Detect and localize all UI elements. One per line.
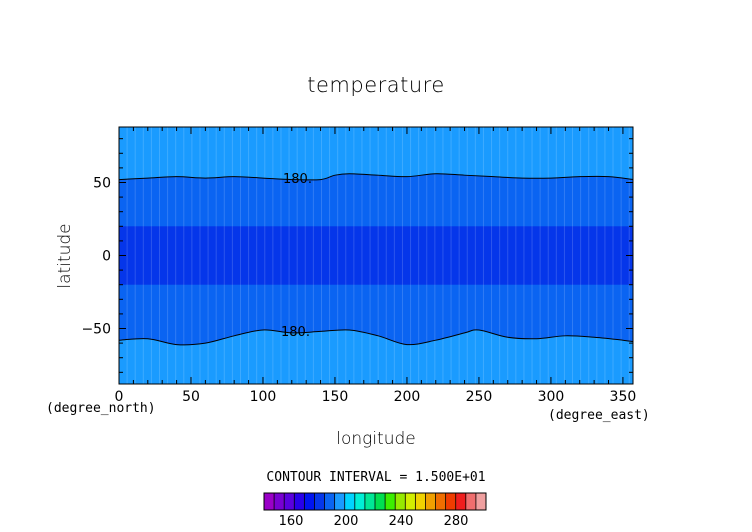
colorbar-swatch xyxy=(395,493,406,510)
x-unit-label: (degree_east) xyxy=(548,408,650,423)
colorbar-swatch xyxy=(385,493,396,510)
colorbar-tick-label: 280 xyxy=(444,514,469,529)
colorbar-swatch xyxy=(304,493,315,510)
colorbar-swatch xyxy=(415,493,426,510)
x-axis-label: longitude xyxy=(336,429,416,449)
y-axis-ticks: −50 0 50 xyxy=(81,138,633,373)
x-tick-label: 100 xyxy=(250,389,277,405)
colorbar-swatch xyxy=(405,493,416,510)
colorbar-swatch xyxy=(334,493,346,510)
colorbar-swatch xyxy=(375,493,386,510)
colorbar-swatch xyxy=(314,493,325,510)
plot-area xyxy=(119,127,633,384)
colorbar-swatch xyxy=(455,493,467,510)
colorbar-tick-label: 200 xyxy=(334,514,359,529)
colorbar-swatch xyxy=(465,493,477,510)
colorbar-swatch xyxy=(324,493,335,510)
y-tick-label: 50 xyxy=(93,175,111,191)
south-contour-line xyxy=(118,329,634,346)
x-tick-label: 150 xyxy=(322,389,349,405)
band-equatorial xyxy=(119,226,633,285)
colorbar-swatch xyxy=(284,493,295,510)
colorbar-ticks: 160 200 240 280 xyxy=(279,514,469,529)
band-north-cap xyxy=(119,127,633,180)
contour-lines xyxy=(118,173,634,346)
x-tick-label: 350 xyxy=(610,389,637,405)
x-tick-label: 250 xyxy=(466,389,493,405)
colorbar-swatch xyxy=(435,493,446,510)
colorbar-frame xyxy=(263,492,487,511)
colorbar-swatch xyxy=(344,493,356,510)
colorbar-swatch xyxy=(294,493,305,510)
x-axis-ticks: 0 50 100 150 200 250 300 350 xyxy=(115,127,637,405)
x-tick-label: 0 xyxy=(115,389,124,405)
x-tick-label: 50 xyxy=(182,389,200,405)
x-tick-label: 300 xyxy=(538,389,565,405)
colorbar-swatch xyxy=(354,493,366,510)
colorbar-swatch xyxy=(274,493,285,510)
colorbar-swatch xyxy=(364,493,376,510)
y-unit-label: (degree_north) xyxy=(46,401,156,416)
band-south-cap xyxy=(119,329,633,384)
longitude-gridlines xyxy=(118,127,630,384)
colorbar-tick-label: 240 xyxy=(389,514,414,529)
y-tick-label: 0 xyxy=(102,249,111,265)
colorbar-swatch xyxy=(475,493,487,510)
colorbar-swatch xyxy=(264,493,275,510)
colorbar-swatch xyxy=(445,493,457,510)
chart-title: temperature xyxy=(307,73,445,97)
contour-interval-label: CONTOUR INTERVAL = 1.500E+01 xyxy=(266,470,485,485)
north-contour-label: 180. xyxy=(283,172,312,187)
x-tick-label: 200 xyxy=(394,389,421,405)
south-contour-label: 180. xyxy=(281,325,310,340)
colorbar-swatch xyxy=(425,493,436,510)
y-axis-label: latitude xyxy=(55,223,75,288)
north-contour-line xyxy=(118,173,634,181)
colorbar xyxy=(263,492,487,511)
y-tick-label: −50 xyxy=(81,322,111,338)
colorbar-tick-label: 160 xyxy=(279,514,304,529)
